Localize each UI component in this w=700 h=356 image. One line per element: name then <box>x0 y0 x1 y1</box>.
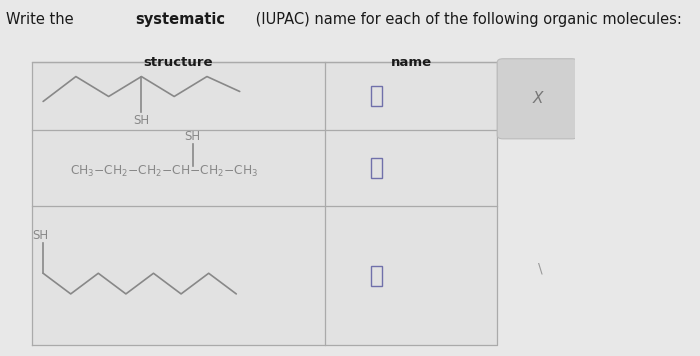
Bar <box>325 62 497 130</box>
Bar <box>325 130 497 206</box>
Bar <box>372 86 382 106</box>
Bar <box>32 130 325 206</box>
Text: (IUPAC) name for each of the following organic molecules:: (IUPAC) name for each of the following o… <box>251 12 682 27</box>
Text: X: X <box>532 91 542 106</box>
Text: SH: SH <box>185 130 201 143</box>
Bar <box>372 266 382 286</box>
Text: name: name <box>391 56 432 69</box>
Bar <box>372 158 382 178</box>
Text: systematic: systematic <box>136 12 225 27</box>
FancyBboxPatch shape <box>497 59 578 139</box>
Bar <box>32 206 325 345</box>
Text: Write the: Write the <box>6 12 78 27</box>
Text: structure: structure <box>144 56 213 69</box>
Text: $\mathsf{CH_3{-}CH_2{-}CH_2{-}CH{-}CH_2{-}CH_3}$: $\mathsf{CH_3{-}CH_2{-}CH_2{-}CH{-}CH_2{… <box>69 164 258 179</box>
Bar <box>32 62 325 130</box>
Text: \: \ <box>538 262 543 276</box>
Text: SH: SH <box>134 114 150 127</box>
Bar <box>325 206 497 345</box>
Text: SH: SH <box>32 229 48 242</box>
